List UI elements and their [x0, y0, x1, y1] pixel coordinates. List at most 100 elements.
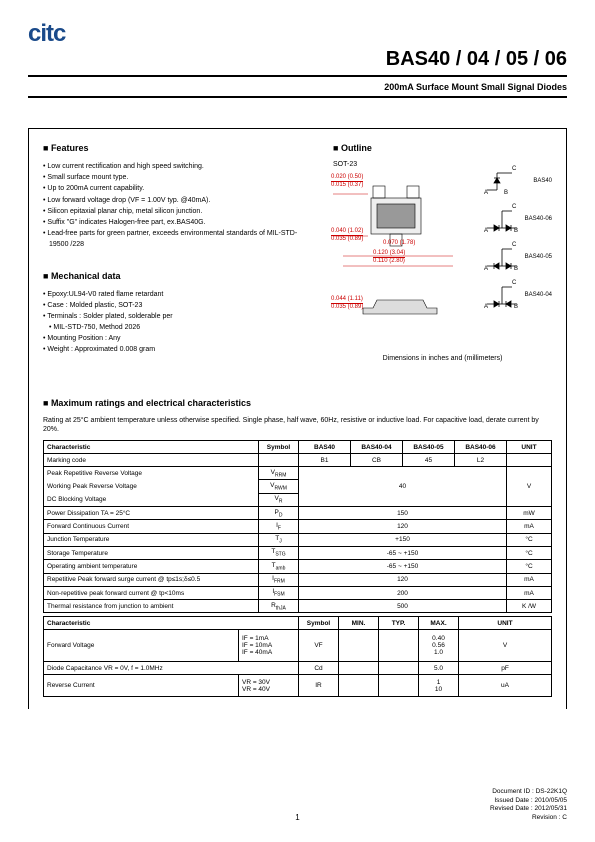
table-cell: °C [507, 560, 552, 573]
list-item: Silicon epitaxial planar chip, metal sil… [43, 206, 313, 217]
table-cell: L2 [455, 454, 507, 467]
table-cell [379, 675, 419, 697]
list-item: Terminals : Solder plated, solderable pe… [43, 311, 313, 322]
table-row: Power Dissipation TA = 25°CPD150mW [44, 507, 552, 520]
table-cell: IFSM [259, 586, 299, 599]
table-cell: 150 [299, 507, 507, 520]
doc-id: Document ID : DS-22K1Q [490, 788, 567, 796]
list-item: Case : Molded plastic, SOT-23 [43, 300, 313, 311]
table-cell: Non-repetitive peak forward current @ tp… [44, 586, 259, 599]
list-item: Suffix "G" indicates Halogen-free part, … [43, 217, 313, 228]
ratings-heading: Maximum ratings and electrical character… [43, 398, 552, 408]
table-cell [339, 630, 379, 662]
table-cell [507, 454, 552, 467]
table-cell: 500 [299, 600, 507, 613]
table-row: Peak Repetitive Reverse Voltage VRRM 40 … [44, 467, 552, 480]
dim-label: 0.035 (0.89) [331, 303, 363, 310]
dim-label: 0.020 (0.50) [331, 174, 363, 180]
table-row: Characteristic Symbol MIN. TYP. MAX. UNI… [44, 617, 552, 630]
table-cell: Storage Temperature [44, 546, 259, 559]
list-item: Low forward voltage drop (VF = 1.00V typ… [43, 195, 313, 206]
table-cell [379, 662, 419, 675]
col-header: Characteristic [44, 617, 299, 630]
col-header: BAS40-05 [403, 441, 455, 454]
table-row: Forward Continuous CurrentIF120mA [44, 520, 552, 533]
table-row: Repetitive Peak forward surge current @ … [44, 573, 552, 586]
electrical-table: Characteristic Symbol MIN. TYP. MAX. UNI… [43, 616, 552, 697]
table-cell: Cd [299, 662, 339, 675]
table-cell: VR [259, 493, 299, 506]
features-list: Low current rectification and high speed… [43, 161, 313, 251]
table-row: Reverse Current VR = 30VVR = 40V IR 110 … [44, 675, 552, 697]
features-heading: Features [43, 143, 313, 153]
table-cell: 0.400.561.0 [419, 630, 459, 662]
dim-label: 0.110 (2.80) [373, 257, 405, 264]
table-cell: °C [507, 533, 552, 546]
col-header: TYP. [379, 617, 419, 630]
table-cell: VRRM [259, 467, 299, 480]
title-block: BAS40 / 04 / 05 / 06 [28, 48, 567, 77]
logo-text: citc [28, 20, 65, 47]
table-row: Marking code B1 CB 45 L2 [44, 454, 552, 467]
table-cell [339, 662, 379, 675]
list-item: Epoxy:UL94-V0 rated flame retardant [43, 289, 313, 300]
ratings-table: Characteristic Symbol BAS40 BAS40-04 BAS… [43, 440, 552, 613]
table-row: Storage TemperatureTSTG-65 ~ +150°C [44, 546, 552, 559]
table-cell [379, 630, 419, 662]
variant-label: BAS40 [533, 178, 552, 184]
page-number: 1 [295, 813, 299, 822]
list-item-indent: MIL-STD-750, Method 2026 [43, 322, 313, 333]
col-header: BAS40 [299, 441, 351, 454]
col-header: BAS40-06 [455, 441, 507, 454]
col-header: Characteristic [44, 441, 259, 454]
table-row: Diode Capacitance VR = 0V, f = 1.0MHz Cd… [44, 662, 552, 675]
list-item: Weight : Approximated 0.008 gram [43, 344, 313, 355]
table-row: Non-repetitive peak forward current @ tp… [44, 586, 552, 599]
table-cell: VF [299, 630, 339, 662]
part-number: BAS40 / 04 / 05 / 06 [28, 48, 567, 71]
dim-label: 0.120 (3.04) [373, 250, 405, 256]
table-cell: mA [507, 573, 552, 586]
col-header: MIN. [339, 617, 379, 630]
list-item: Up to 200mA current capability. [43, 183, 313, 194]
col-header: UNIT [459, 617, 552, 630]
table-cell: 40 [299, 467, 507, 507]
table-cell: uA [459, 675, 552, 697]
table-cell: IF [259, 520, 299, 533]
issued-date: Issued Date : 2010/05/05 [490, 797, 567, 805]
col-header: UNIT [507, 441, 552, 454]
revision: Revision : C [490, 814, 567, 822]
table-cell: Forward Voltage [44, 630, 239, 662]
col-header: Symbol [299, 617, 339, 630]
table-cell: TJ [259, 533, 299, 546]
dim-label: 0.015 (0.37) [331, 181, 363, 188]
table-cell: 120 [299, 520, 507, 533]
list-item: Lead-free parts for green partner, excee… [43, 228, 313, 250]
table-cell: Power Dissipation TA = 25°C [44, 507, 259, 520]
table-cell: 45 [403, 454, 455, 467]
table-cell: K /W [507, 600, 552, 613]
table-cell: 5.0 [419, 662, 459, 675]
dim-label: 0.035 (0.89) [331, 235, 363, 242]
list-item: Mounting Position : Any [43, 333, 313, 344]
table-cell: 200 [299, 586, 507, 599]
ratings-note: Rating at 25°C ambient temperature unles… [43, 416, 552, 434]
dim-label: 0.044 (1.11) [331, 296, 363, 302]
table-cell: -65 ~ +150 [299, 560, 507, 573]
list-item: Low current rectification and high speed… [43, 161, 313, 172]
content-box: Features Low current rectification and h… [28, 128, 567, 709]
table-cell: RthJA [259, 600, 299, 613]
table-cell: Operating ambient temperature [44, 560, 259, 573]
package-type: SOT-23 [333, 161, 552, 168]
table-row: Operating ambient temperatureTamb-65 ~ +… [44, 560, 552, 573]
table-cell: Tamb [259, 560, 299, 573]
col-header: MAX. [419, 617, 459, 630]
table-cell: DC Blocking Voltage [44, 493, 259, 506]
table-cell: +150 [299, 533, 507, 546]
table-cell: Reverse Current [44, 675, 239, 697]
list-item: Small surface mount type. [43, 172, 313, 183]
table-row: Forward Voltage IF = 1mAIF = 10mAIF = 40… [44, 630, 552, 662]
outline-drawing: 0.020 (0.50) 0.015 (0.37) 0.040 (1.02) 0… [333, 168, 552, 398]
col-header: Symbol [259, 441, 299, 454]
table-cell: IF = 1mAIF = 10mAIF = 40mA [239, 630, 299, 662]
